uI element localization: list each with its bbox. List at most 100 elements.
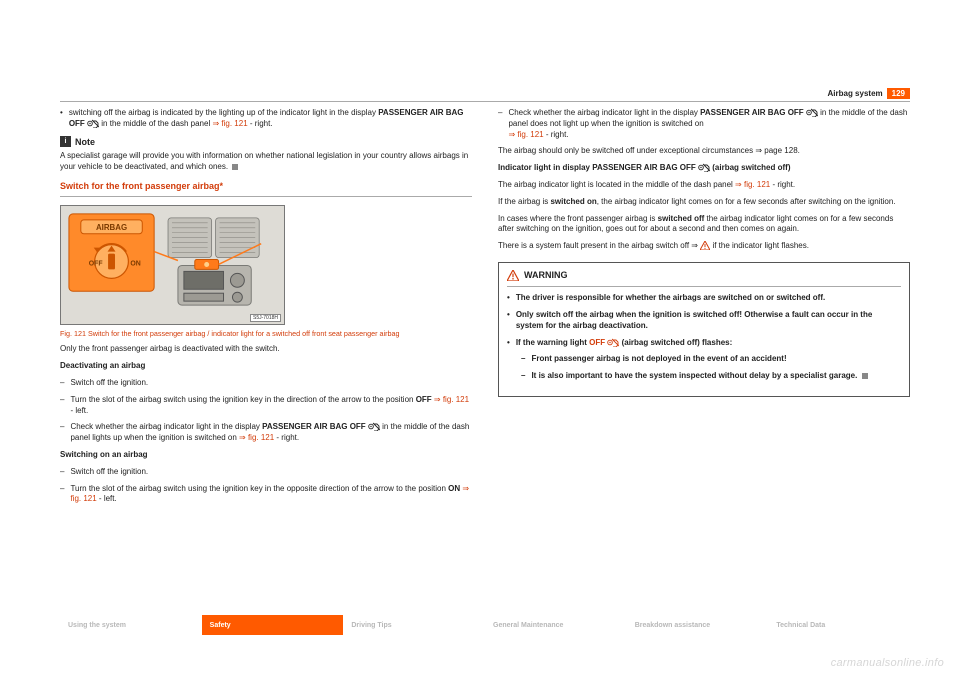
- text: A specialist garage will provide you wit…: [60, 151, 468, 171]
- fig-link: ⇒ fig. 121: [508, 130, 543, 139]
- info-icon: i: [60, 136, 71, 147]
- passenger-off-label: PASSENGER AIR BAG OFF: [262, 422, 366, 431]
- fig-link: ⇒ fig. 121: [212, 119, 247, 128]
- page-link: ⇒ page 128.: [755, 146, 800, 155]
- figure-121: AIRBAG OFF ON S5J-7018H: [60, 205, 285, 325]
- text: (airbag switched off): [710, 163, 790, 172]
- list-item: – Turn the slot of the airbag switch usi…: [60, 395, 472, 417]
- text: - right.: [248, 119, 273, 128]
- text: - left.: [97, 494, 117, 503]
- warning-label: WARNING: [524, 269, 568, 281]
- text: There is a system fault present in the a…: [498, 241, 700, 250]
- end-marker-icon: [862, 373, 868, 379]
- left-column: • switching off the airbag is indicated …: [60, 108, 472, 605]
- text: Turn the slot of the airbag switch using…: [70, 484, 472, 506]
- text: If the warning light: [516, 338, 589, 347]
- text: Front passenger airbag is not deployed i…: [531, 354, 786, 365]
- text: (airbag switched off) flashes:: [619, 338, 732, 347]
- bullet-dot: •: [507, 310, 510, 332]
- warning-triangle-icon: [507, 270, 519, 281]
- text: Switch off the ignition.: [70, 378, 148, 389]
- content: • switching off the airbag is indicated …: [60, 108, 910, 605]
- body-text: Only the front passenger airbag is deact…: [60, 344, 472, 355]
- text: Switch off the ignition.: [70, 467, 148, 478]
- end-marker-icon: [232, 164, 238, 170]
- list-item: – Turn the slot of the airbag switch usi…: [60, 484, 472, 506]
- watermark: carmanualsonline.info: [831, 657, 944, 669]
- text: If the airbag is: [498, 197, 550, 206]
- text: - right.: [770, 180, 795, 189]
- divider: [507, 286, 901, 287]
- text: Turn the slot of the airbag switch using…: [70, 395, 415, 404]
- text: Indicator light in display: [498, 163, 592, 172]
- subheading: Switching on an airbag: [60, 450, 472, 461]
- footer-item-maintenance: General Maintenance: [485, 615, 627, 635]
- body-text: If the airbag is switched on, the airbag…: [498, 197, 910, 208]
- bullet-dot: •: [507, 338, 510, 349]
- text: in the middle of the dash panel: [99, 119, 212, 128]
- passenger-airbag-off-icon: [368, 422, 380, 431]
- note-label: Note: [75, 136, 95, 148]
- bullet-item: • The driver is responsible for whether …: [507, 293, 901, 304]
- text: , the airbag indicator light comes on fo…: [597, 197, 896, 206]
- bullet-item: • If the warning light OFF (airbag switc…: [507, 338, 901, 349]
- dash-icon: –: [60, 395, 64, 417]
- header: Airbag system 129: [828, 86, 911, 100]
- footer-nav: Using the system Safety Driving Tips Gen…: [60, 615, 910, 635]
- fig-link: ⇒ fig. 121: [239, 433, 274, 442]
- text: if the indicator light flashes.: [712, 241, 809, 250]
- text: The airbag should only be switched off u…: [498, 146, 755, 155]
- bullet-text: switching off the airbag is indicated by…: [69, 108, 472, 130]
- figure-illustration: AIRBAG OFF ON: [61, 206, 284, 325]
- list-item: – Switch off the ignition.: [60, 378, 472, 389]
- dash-icon: –: [498, 108, 502, 140]
- list-item: – Check whether the airbag indicator lig…: [60, 422, 472, 444]
- text: Check whether the airbag indicator light…: [508, 108, 910, 140]
- dash-icon: –: [521, 354, 525, 365]
- subheading: Deactivating an airbag: [60, 361, 472, 372]
- passenger-airbag-off-icon: [87, 119, 99, 128]
- body-text: The airbag indicator light is located in…: [498, 180, 910, 191]
- page-number: 129: [887, 88, 910, 99]
- body-text: The airbag should only be switched off u…: [498, 146, 910, 157]
- bullet-item: • switching off the airbag is indicated …: [60, 108, 472, 130]
- text: Only switch off the airbag when the igni…: [516, 310, 901, 332]
- note-body: A specialist garage will provide you wit…: [60, 151, 472, 173]
- footer-item-safety: Safety: [202, 615, 344, 635]
- text: Check whether the airbag indicator light…: [508, 108, 700, 117]
- dash-icon: –: [521, 371, 525, 382]
- text: Turn the slot of the airbag switch using…: [70, 484, 448, 493]
- passenger-off-label: PASSENGER AIR BAG OFF: [700, 108, 804, 117]
- passenger-off-label: PASSENGER AIR BAG OFF: [592, 163, 696, 172]
- list-item: – Front passenger airbag is not deployed…: [507, 354, 901, 365]
- figure-code: S5J-7018H: [250, 314, 281, 323]
- figure-caption: Fig. 121 Switch for the front passenger …: [60, 329, 472, 338]
- note-heading: i Note: [60, 136, 472, 148]
- warning-heading: WARNING: [507, 269, 901, 281]
- text: - right.: [274, 433, 299, 442]
- text: In cases where the front passenger airba…: [498, 214, 658, 223]
- dash-icon: –: [60, 378, 64, 389]
- divider: [60, 196, 472, 197]
- text: - left.: [70, 406, 88, 415]
- text: The airbag indicator light is located in…: [498, 180, 735, 189]
- page: Airbag system 129 • switching off the ai…: [0, 0, 960, 679]
- text: The driver is responsible for whether th…: [516, 293, 825, 304]
- section-heading: Switch for the front passenger airbag*: [60, 180, 472, 192]
- bullet-item: • Only switch off the airbag when the ig…: [507, 310, 901, 332]
- footer-item-technical: Technical Data: [768, 615, 910, 635]
- text: - right.: [544, 130, 569, 139]
- text: It is also important to have the system …: [531, 371, 867, 382]
- text: Turn the slot of the airbag switch using…: [70, 395, 472, 417]
- dash-icon: –: [60, 484, 64, 506]
- footer-item-using: Using the system: [60, 615, 202, 635]
- body-text: In cases where the front passenger airba…: [498, 214, 910, 236]
- bold-text: switched on: [550, 197, 596, 206]
- list-item: – Check whether the airbag indicator lig…: [498, 108, 910, 140]
- text: If the warning light OFF (airbag switche…: [516, 338, 732, 349]
- text: switching off the airbag is indicated by…: [69, 108, 378, 117]
- passenger-airbag-off-icon: [607, 338, 619, 347]
- subheading: Indicator light in display PASSENGER AIR…: [498, 163, 910, 174]
- right-column: – Check whether the airbag indicator lig…: [498, 108, 910, 605]
- text: It is also important to have the system …: [531, 371, 857, 380]
